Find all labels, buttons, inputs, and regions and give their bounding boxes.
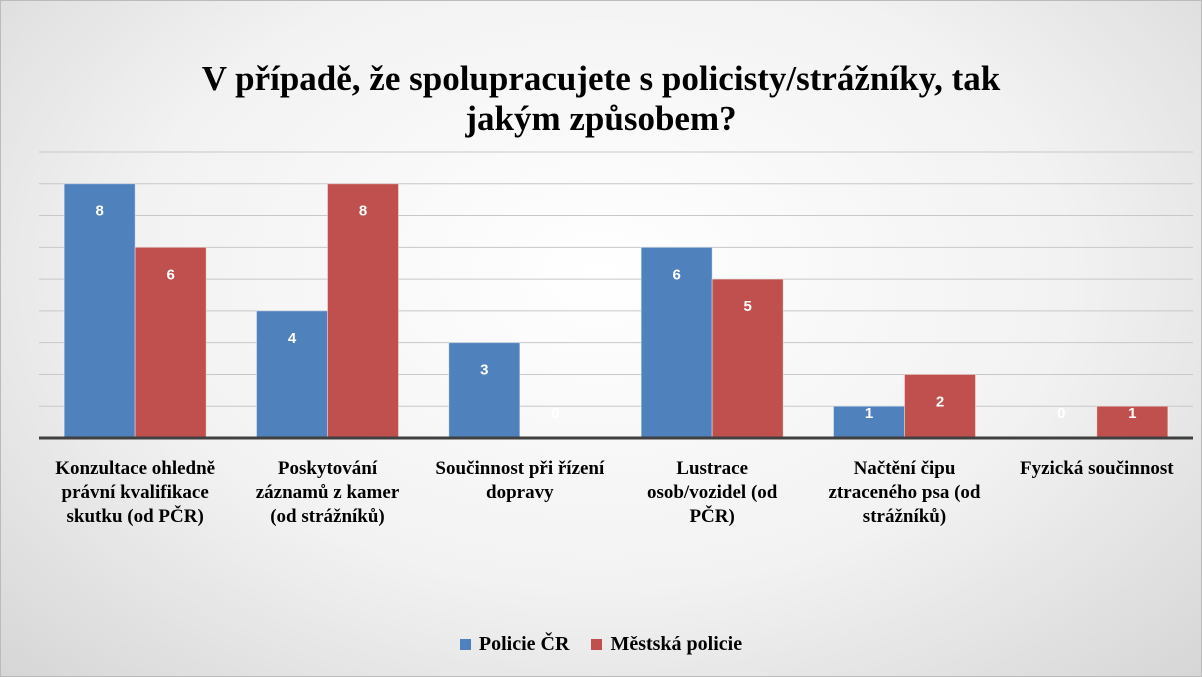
data-label: 2 [936,393,944,410]
legend: Policie ČR Městská policie [1,633,1201,656]
x-tick-label: Součinnost při řízení dopravy [435,458,605,503]
x-tick-label: Fyzická součinnost [1020,458,1174,479]
data-label: 6 [166,266,174,283]
x-tick-label: Konzultace ohledně právní kvalifikace sk… [55,458,216,527]
bar [904,373,976,439]
legend-swatch [459,639,471,650]
bar [1096,405,1169,439]
data-label: 1 [865,405,873,422]
data-label: 0 [1057,405,1065,422]
data-label: 0 [551,405,559,422]
legend-label: Městská policie [610,633,743,655]
bar [833,405,905,439]
legend-label: Policie ČR [478,633,570,655]
legend-item: Policie ČR [459,633,570,656]
data-label: 5 [743,298,751,315]
x-tick-label: Lustrace osob/vozidel (od PČR) [646,458,778,527]
bar [327,183,399,439]
data-label: 8 [359,203,367,220]
x-tick-label: Poskytování záznamů z kamer (od strážník… [255,458,400,527]
bar [711,278,784,439]
bar [63,183,136,439]
data-label: 8 [95,203,103,220]
bar [448,342,521,439]
chart-title: V případě, že spolupracujete s policisty… [201,59,1001,138]
data-label: 3 [480,362,488,379]
legend-swatch [591,639,603,650]
legend-item: Městská policie [591,633,742,656]
data-label: 4 [288,330,297,347]
data-label: 1 [1128,405,1136,422]
x-tick-label: Načtění čipu ztraceného psa (od strážník… [828,458,981,527]
bar [134,246,207,439]
data-label: 6 [672,266,680,283]
